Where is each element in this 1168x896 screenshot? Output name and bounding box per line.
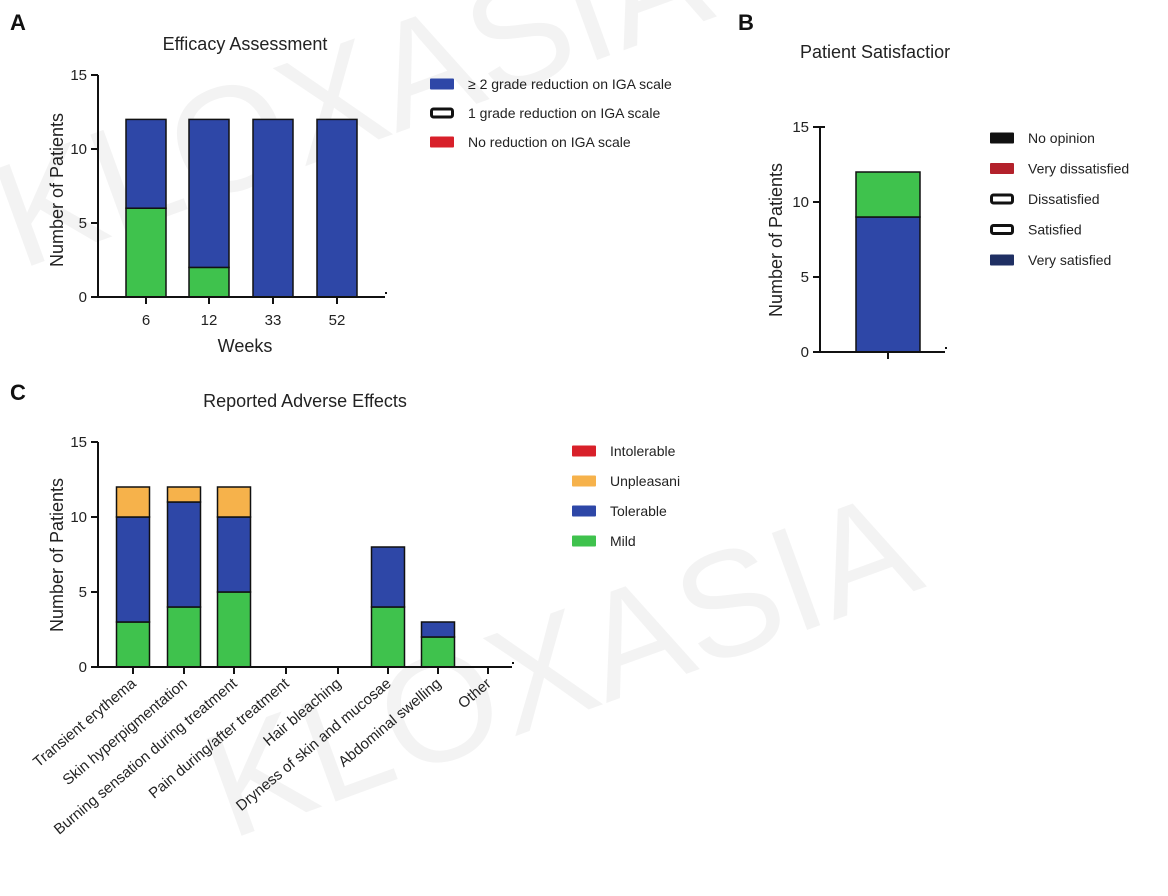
panel-a-efficacy-chart: A Efficacy Assessment Number of Patients… <box>10 10 672 356</box>
legend-swatch <box>572 475 596 487</box>
bar-segment-mild <box>166 606 202 668</box>
axes-group: 0 5 10 15 6 12 33 52 <box>70 67 387 329</box>
axes-group: 0 5 10 15 <box>792 119 947 361</box>
x-tick-label: 33 <box>265 312 282 329</box>
bar-segment-1-grade-reduction-on-iga-scale <box>188 266 230 298</box>
legend-swatch <box>990 163 1014 174</box>
legend-swatch <box>990 224 1014 235</box>
legend-item: Satisfied <box>990 222 1082 238</box>
legend-item: No opinion <box>990 130 1095 146</box>
y-axis-label: Number of Patients <box>47 478 67 632</box>
chart-title: Efficacy Assessment <box>163 34 328 54</box>
legend-label: Mild <box>610 533 636 549</box>
legend-label: Very satisfied <box>1028 252 1111 268</box>
y-tick-label: 0 <box>801 344 809 361</box>
bar-segment-tolerable <box>166 501 202 608</box>
legend-label: Very dissatisfied <box>1028 161 1129 177</box>
legend-label: Unpleasani <box>610 473 680 489</box>
legend-label: No opinion <box>1028 130 1095 146</box>
x-tick-label: 12 <box>201 312 218 329</box>
bars-group <box>125 118 358 298</box>
x-tick-label: 6 <box>142 312 150 329</box>
y-tick-label: 0 <box>79 289 87 306</box>
bar-segment-mild <box>115 621 151 668</box>
y-tick-label: 15 <box>792 119 809 136</box>
y-tick-label: 15 <box>70 67 87 84</box>
legend-swatch <box>572 445 596 457</box>
y-tick-label: 5 <box>801 269 809 286</box>
legend: ≥ 2 grade reduction on IGA scale 1 grade … <box>430 76 672 150</box>
legend-item: Mild <box>572 533 636 549</box>
bar-segment-mild <box>420 636 456 668</box>
y-axis-label: Number of Patients <box>47 113 67 267</box>
legend-item: Intolerable <box>572 443 676 459</box>
legend-swatch <box>430 107 454 119</box>
bar-segment-mild <box>370 606 406 668</box>
legend-item: ≥ 2 grade reduction on IGA scale <box>430 76 672 92</box>
y-tick-label: 10 <box>70 141 87 158</box>
legend-swatch <box>572 505 596 517</box>
legend-swatch <box>990 254 1014 266</box>
legend-swatch <box>572 535 596 547</box>
legend-item: No reduction on IGA scale <box>430 134 631 150</box>
chart-title: Patient Satisfactior <box>800 42 950 62</box>
bar-segment-unpleasant <box>216 486 252 518</box>
legend-label: No reduction on IGA scale <box>468 134 631 150</box>
y-axis-label: Number of Patients <box>766 163 786 317</box>
y-tick-label: 0 <box>79 659 87 676</box>
legend-swatch <box>990 132 1014 144</box>
legend-item: Very dissatisfied <box>990 161 1129 177</box>
bar-segment-2-grade-reduction-on-iga-scale <box>252 118 294 298</box>
watermark-top: KLOXASIA <box>0 0 728 300</box>
x-axis-label: Weeks <box>218 336 273 356</box>
legend-label: Intolerable <box>610 443 676 459</box>
bar-segment-tolerable <box>370 546 406 608</box>
x-tick-label: 52 <box>329 312 346 329</box>
legend-item: Unpleasani <box>572 473 680 489</box>
panel-letter-a: A <box>10 10 26 35</box>
bar-segment-2-grade-reduction-on-iga-scale <box>188 118 230 269</box>
legend-swatch <box>990 193 1014 205</box>
y-tick-label: 15 <box>70 434 87 451</box>
bar-segment-2-grade-reduction-on-iga-scale <box>125 118 167 209</box>
legend-swatch <box>430 78 454 90</box>
watermark-bottom: KLOXASIA <box>183 458 938 870</box>
bar-segment-mild <box>216 591 252 668</box>
legend-label: ≥ 2 grade reduction on IGA scale <box>468 76 672 92</box>
chart-title: Reported Adverse Effects <box>203 391 407 411</box>
bar-segment-satisfied <box>855 171 921 218</box>
legend-item: Tolerable <box>572 503 667 519</box>
legend: Intolerable Unpleasani Tolerable Mild <box>572 443 680 549</box>
bars-group <box>855 171 921 353</box>
panel-letter-b: B <box>738 10 754 35</box>
bar-segment-tolerable <box>216 516 252 593</box>
bar-segment-1-grade-reduction-on-iga-scale <box>125 207 167 298</box>
panel-b-satisfaction-chart: B Patient Satisfactior Number of Patient… <box>738 10 1129 361</box>
bar-segment-unpleasant <box>166 486 202 503</box>
bar-segment-unpleasant <box>115 486 151 518</box>
legend-item: 1 grade reduction on IGA scale <box>430 105 660 121</box>
legend-item: Dissatisfied <box>990 191 1100 207</box>
panel-letter-c: C <box>10 380 26 405</box>
y-tick-label: 10 <box>70 509 87 526</box>
legend-swatch <box>430 136 454 148</box>
bar-segment-tolerable <box>115 516 151 623</box>
bars-group <box>115 486 456 668</box>
y-tick-label: 5 <box>79 215 87 232</box>
legend-label: 1 grade reduction on IGA scale <box>468 105 660 121</box>
y-tick-label: 5 <box>79 584 87 601</box>
legend-label: Tolerable <box>610 503 667 519</box>
y-tick-label: 10 <box>792 194 809 211</box>
legend: No opinion Very dissatisfied Dissatisfied S… <box>990 130 1129 268</box>
legend-item: Very satisfied <box>990 252 1111 268</box>
bar-segment-tolerable <box>420 621 456 638</box>
legend-label: Satisfied <box>1028 222 1082 238</box>
bar-segment-very-satisfied <box>855 216 921 353</box>
bar-segment-2-grade-reduction-on-iga-scale <box>316 118 358 298</box>
legend-label: Dissatisfied <box>1028 191 1100 207</box>
